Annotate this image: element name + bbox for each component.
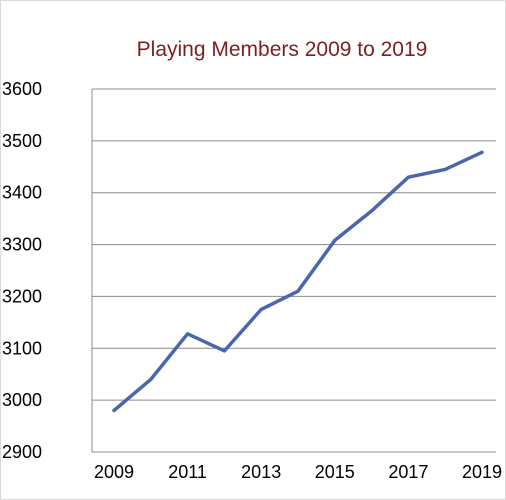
x-tick-label-2013: 2013 xyxy=(241,462,281,482)
y-tick-label-3000: 3000 xyxy=(2,390,42,410)
x-tick-label-2019: 2019 xyxy=(462,462,502,482)
data-point-2018 xyxy=(444,168,447,171)
data-point-2012 xyxy=(223,349,226,353)
y-tick-label-3400: 3400 xyxy=(2,183,42,203)
y-tick-label-3200: 3200 xyxy=(2,286,42,306)
data-point-2015 xyxy=(333,239,336,242)
y-axis-tick-labels: 2900 3000 3100 3200 3300 3400 3500 3600 xyxy=(2,79,42,462)
y-tick-label-3600: 3600 xyxy=(2,79,42,99)
data-point-2010 xyxy=(149,378,152,381)
x-tick-label-2009: 2009 xyxy=(94,462,134,482)
series-layer xyxy=(112,150,484,413)
data-point-2016 xyxy=(370,209,373,213)
data-point-2011 xyxy=(186,332,189,335)
data-point-2009 xyxy=(112,409,116,412)
data-point-2014 xyxy=(296,290,300,293)
chart-title: Playing Members 2009 to 2019 xyxy=(137,38,428,61)
x-axis-tick-labels: 2009 2011 2013 2015 2017 2019 xyxy=(94,462,502,482)
y-tick-label-3500: 3500 xyxy=(2,131,42,151)
data-point-2013 xyxy=(260,308,263,311)
x-tick-label-2017: 2017 xyxy=(388,462,428,482)
y-tick-label-3100: 3100 xyxy=(2,338,42,358)
y-tick-label-3300: 3300 xyxy=(2,235,42,255)
x-tick-label-2011: 2011 xyxy=(168,462,207,482)
x-tick-label-2015: 2015 xyxy=(315,462,355,482)
y-tick-label-2900: 2900 xyxy=(2,442,42,462)
data-point-2019 xyxy=(480,151,484,154)
data-point-2017 xyxy=(407,175,410,179)
gridlines xyxy=(92,88,496,453)
